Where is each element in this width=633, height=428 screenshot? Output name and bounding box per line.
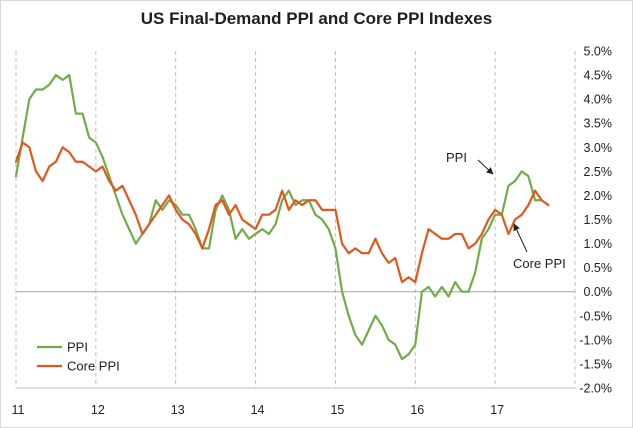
y-tick-label: 1.0% <box>584 237 613 251</box>
x-tick-label-15: 15 <box>330 403 344 417</box>
annotation-ppi: PPI <box>446 150 467 165</box>
y-tick-label: 5.0% <box>584 45 613 59</box>
x-tick-label-17: 17 <box>490 403 504 417</box>
legend: PPI Core PPI <box>37 340 120 374</box>
x-tick-label-16: 16 <box>410 403 424 417</box>
y-tick-label: 3.5% <box>584 117 613 131</box>
y-tick-label: -1.0% <box>579 333 612 347</box>
y-tick-label: 4.5% <box>584 69 613 83</box>
legend-label-core-ppi: Core PPI <box>67 359 120 374</box>
annotation-arrow <box>513 223 528 253</box>
y-tick-label: 2.5% <box>584 165 613 179</box>
annotation-arrow <box>477 159 494 175</box>
tick-labels: 5.0% 4.5% 4.0% 3.5% 3.0% 2.5% 2.0% 1.5% 1.0% 0.5%… <box>12 45 612 418</box>
y-tick-label: 4.0% <box>584 93 613 107</box>
annotation-core-ppi: Core PPI <box>513 256 566 271</box>
series-lines <box>14 73 550 361</box>
series-points-core-ppi <box>15 142 549 283</box>
vertical-gridlines <box>15 51 576 388</box>
y-tick-label: -1.5% <box>579 357 612 371</box>
y-tick-label: 0.5% <box>584 261 613 275</box>
axes <box>16 291 575 389</box>
y-tick-label: -2.0% <box>579 382 612 396</box>
y-tick-label: 0.0% <box>584 285 613 299</box>
x-tick-label-11: 11 <box>12 403 25 417</box>
series-points-ppi <box>15 75 542 360</box>
y-tick-label: 2.0% <box>584 189 613 203</box>
y-tick-label: 3.0% <box>584 141 613 155</box>
y-tick-label: 1.5% <box>584 213 613 227</box>
annotations: PPI Core PPI <box>446 150 566 271</box>
series-line-ppi <box>14 73 543 361</box>
chart-title: US Final-Demand PPI and Core PPI Indexes <box>140 9 493 28</box>
x-tick-label-12: 12 <box>91 403 105 417</box>
y-tick-label: -0.5% <box>579 309 612 323</box>
legend-label-ppi: PPI <box>67 340 88 355</box>
x-tick-label-13: 13 <box>171 403 185 417</box>
x-tick-label-14: 14 <box>251 403 265 417</box>
